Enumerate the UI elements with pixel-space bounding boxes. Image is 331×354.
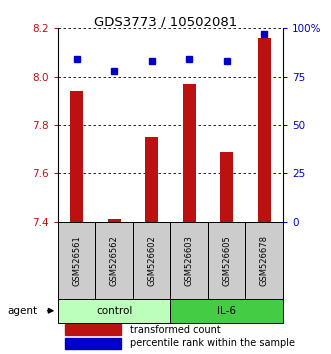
Bar [258, 38, 271, 222]
Text: agent: agent [7, 306, 37, 316]
Bar [58, 299, 170, 322]
Bar [58, 222, 95, 299]
Bar [65, 338, 121, 349]
Text: GSM526602: GSM526602 [147, 235, 156, 286]
Bar [170, 299, 283, 322]
Bar [208, 222, 246, 299]
Bar [183, 84, 196, 222]
Text: control: control [96, 306, 132, 316]
Bar [220, 152, 233, 222]
Text: IL-6: IL-6 [217, 306, 236, 316]
Text: percentile rank within the sample: percentile rank within the sample [130, 338, 295, 348]
Bar [65, 324, 121, 335]
Bar [133, 222, 170, 299]
Bar [108, 219, 121, 222]
Bar [246, 222, 283, 299]
Text: GDS3773 / 10502081: GDS3773 / 10502081 [94, 16, 237, 29]
Text: GSM526562: GSM526562 [110, 235, 119, 286]
Bar [70, 91, 83, 222]
Bar [170, 222, 208, 299]
Bar [95, 222, 133, 299]
Text: GSM526605: GSM526605 [222, 235, 231, 286]
Text: transformed count: transformed count [130, 325, 221, 335]
Text: GSM526678: GSM526678 [260, 235, 269, 286]
Text: GSM526603: GSM526603 [185, 235, 194, 286]
Bar [145, 137, 158, 222]
Text: GSM526561: GSM526561 [72, 235, 81, 286]
